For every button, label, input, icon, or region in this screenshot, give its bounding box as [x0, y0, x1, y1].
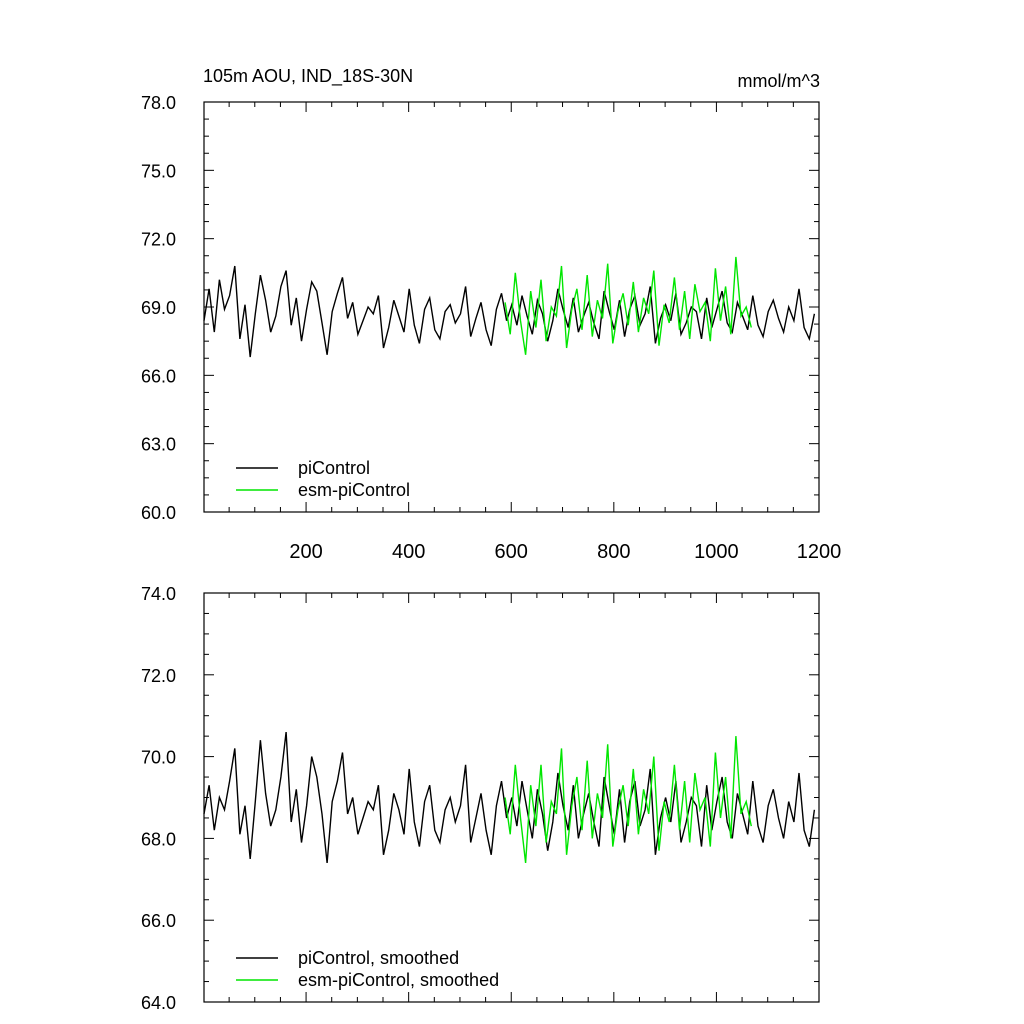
legend-label: esm-piControl, smoothed	[298, 970, 499, 990]
series-line-picontrol	[203, 265, 816, 358]
series-line-picontrol	[203, 732, 816, 863]
x-tick-label: 200	[289, 541, 322, 563]
series-line-esm-picontrol	[504, 736, 752, 863]
y-tick-label: 75.0	[141, 161, 176, 181]
y-tick-label: 78.0	[141, 93, 176, 113]
chart-title: 105m AOU, IND_18S-30N	[203, 66, 413, 87]
legend-label: esm-piControl	[298, 480, 410, 500]
x-tick-label: 1000	[694, 541, 739, 563]
x-tick-label: 800	[597, 541, 630, 563]
y-tick-label: 74.0	[141, 584, 176, 604]
y-tick-label: 69.0	[141, 298, 176, 318]
series-line-esm-picontrol	[504, 256, 752, 355]
y-tick-label: 72.0	[141, 230, 176, 250]
legend-label: piControl, smoothed	[298, 948, 459, 968]
y-tick-label: 64.0	[141, 993, 176, 1013]
y-tick-label: 63.0	[141, 435, 176, 455]
y-tick-label: 68.0	[141, 829, 176, 849]
x-tick-label: 600	[495, 541, 528, 563]
bottom-panel: 64.0 66.0 68.0 70.0 72.0 74.0 piControl, smoot…	[141, 584, 820, 1013]
y-tick-label: 70.0	[141, 748, 176, 768]
legend-label: piControl	[298, 458, 370, 478]
y-tick-label: 66.0	[141, 366, 176, 386]
y-tick-label: 60.0	[141, 503, 176, 523]
x-tick-label: 400	[392, 541, 425, 563]
y-tick-label: 72.0	[141, 666, 176, 686]
top-panel: 60.0 63.0 66.0 69.0 72.0 75.0 78.0 200 400 600 800…	[141, 93, 841, 563]
x-tick-label: 1200	[797, 541, 842, 563]
y-tick-label: 66.0	[141, 911, 176, 931]
units-label: mmol/m^3	[738, 71, 820, 91]
